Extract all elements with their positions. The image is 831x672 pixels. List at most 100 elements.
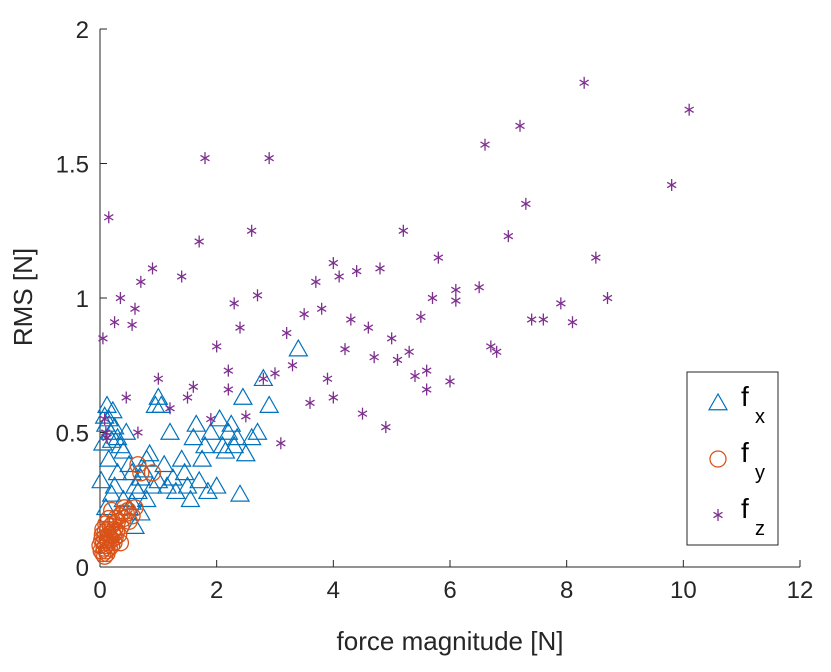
y-ticks: 0 0.5 1 1.5 2 bbox=[56, 17, 107, 582]
legend-label-subscript: z bbox=[755, 518, 765, 540]
data-point-f-y bbox=[123, 507, 141, 525]
data-point-f-z bbox=[386, 332, 397, 345]
data-point-f-z bbox=[194, 235, 205, 248]
data-point-f-z bbox=[235, 321, 245, 334]
data-point-f-x bbox=[136, 449, 157, 467]
x-tick-label: 0 bbox=[93, 577, 106, 604]
data-point-f-x bbox=[91, 470, 112, 489]
data-point-f-x bbox=[183, 427, 204, 446]
data-point-f-z bbox=[380, 421, 391, 434]
data-point-f-z bbox=[421, 364, 432, 377]
data-point-f-z bbox=[503, 230, 514, 243]
data-point-f-x bbox=[113, 441, 134, 459]
data-point-f-z bbox=[109, 316, 120, 329]
series-f-x bbox=[91, 338, 309, 535]
data-point-f-x bbox=[139, 443, 160, 462]
data-point-f-z bbox=[392, 353, 403, 366]
data-point-f-x bbox=[215, 441, 236, 459]
data-point-f-z bbox=[182, 391, 193, 404]
series-f-y bbox=[91, 456, 162, 565]
data-point-f-z bbox=[375, 262, 385, 275]
data-point-f-z bbox=[205, 413, 216, 426]
data-point-f-x bbox=[104, 476, 125, 494]
data-point-f-z bbox=[281, 326, 292, 339]
data-point-f-x bbox=[192, 449, 213, 467]
legend-item-f-z: fz bbox=[713, 493, 765, 540]
legend: fx fy fz bbox=[686, 371, 779, 546]
data-point-f-z bbox=[345, 313, 356, 326]
data-point-f-z bbox=[590, 251, 601, 264]
data-point-f-x bbox=[209, 408, 230, 427]
data-point-f-x bbox=[148, 387, 169, 405]
data-point-f-y bbox=[126, 499, 144, 517]
data-point-f-z bbox=[299, 308, 310, 321]
data-point-f-z bbox=[579, 76, 590, 89]
y-tick-label: 1 bbox=[76, 286, 89, 313]
data-point-f-z bbox=[115, 292, 126, 304]
series-f-z bbox=[98, 76, 695, 450]
data-point-f-x bbox=[200, 422, 221, 440]
x-ticks: 0 2 4 6 8 10 12 bbox=[93, 560, 813, 604]
legend-item-f-y: fy bbox=[709, 437, 765, 484]
data-point-f-z bbox=[491, 345, 502, 358]
data-point-f-z bbox=[127, 318, 137, 331]
data-point-f-z bbox=[474, 281, 485, 294]
data-point-f-z bbox=[121, 391, 132, 404]
data-point-f-z bbox=[450, 283, 461, 296]
data-point-f-y bbox=[143, 464, 162, 482]
x-tick-label: 2 bbox=[210, 577, 223, 604]
data-point-f-z bbox=[176, 270, 187, 283]
data-series bbox=[91, 76, 695, 565]
data-point-f-z bbox=[223, 383, 234, 396]
data-point-f-z bbox=[275, 437, 286, 450]
data-point-f-x bbox=[151, 395, 172, 413]
data-point-f-x bbox=[107, 427, 128, 446]
data-point-f-x bbox=[227, 427, 248, 446]
data-point-f-z bbox=[684, 103, 695, 116]
data-point-f-z bbox=[404, 345, 415, 358]
data-point-f-x bbox=[247, 422, 268, 440]
legend-marker-f-x bbox=[707, 392, 729, 411]
data-point-f-z bbox=[334, 270, 345, 283]
data-point-f-z bbox=[211, 340, 222, 353]
data-point-f-z bbox=[223, 364, 234, 377]
data-point-f-z bbox=[328, 257, 339, 270]
data-point-f-z bbox=[240, 410, 251, 423]
data-point-f-z bbox=[415, 310, 426, 323]
data-point-f-x bbox=[186, 414, 207, 432]
y-tick-label: 1.5 bbox=[56, 152, 89, 179]
data-point-f-y bbox=[96, 547, 114, 565]
data-point-f-z bbox=[340, 343, 350, 356]
data-point-f-z bbox=[246, 224, 257, 237]
data-point-f-z bbox=[264, 152, 275, 165]
data-point-f-x bbox=[180, 489, 201, 508]
data-point-f-x bbox=[127, 481, 148, 500]
data-point-f-x bbox=[95, 497, 116, 516]
data-point-f-x bbox=[119, 454, 140, 473]
data-point-f-x bbox=[116, 422, 137, 440]
y-tick-label: 0 bbox=[76, 555, 89, 582]
legend-label: f bbox=[741, 437, 749, 468]
data-point-f-x bbox=[107, 462, 128, 481]
data-point-f-x bbox=[148, 470, 169, 489]
data-point-f-z bbox=[252, 289, 263, 302]
data-point-f-z bbox=[357, 407, 368, 420]
data-point-f-z bbox=[369, 351, 380, 364]
data-point-f-z bbox=[410, 370, 420, 383]
data-point-f-z bbox=[421, 383, 432, 396]
y-tick-label: 2 bbox=[76, 17, 89, 44]
data-point-f-x bbox=[232, 387, 253, 405]
data-point-f-z bbox=[328, 391, 339, 404]
data-point-f-x bbox=[154, 454, 175, 473]
data-point-f-x bbox=[206, 476, 227, 494]
legend-items: fx fy fz bbox=[707, 381, 765, 540]
data-point-f-x bbox=[142, 476, 163, 494]
data-point-f-z bbox=[515, 119, 525, 132]
data-point-f-x bbox=[197, 481, 218, 500]
legend-label-subscript: x bbox=[755, 406, 765, 428]
legend-label-subscript: y bbox=[755, 462, 765, 484]
data-point-f-z bbox=[153, 372, 164, 385]
data-point-f-x bbox=[189, 470, 210, 489]
data-point-f-y bbox=[98, 544, 116, 563]
data-point-f-z bbox=[135, 275, 146, 288]
